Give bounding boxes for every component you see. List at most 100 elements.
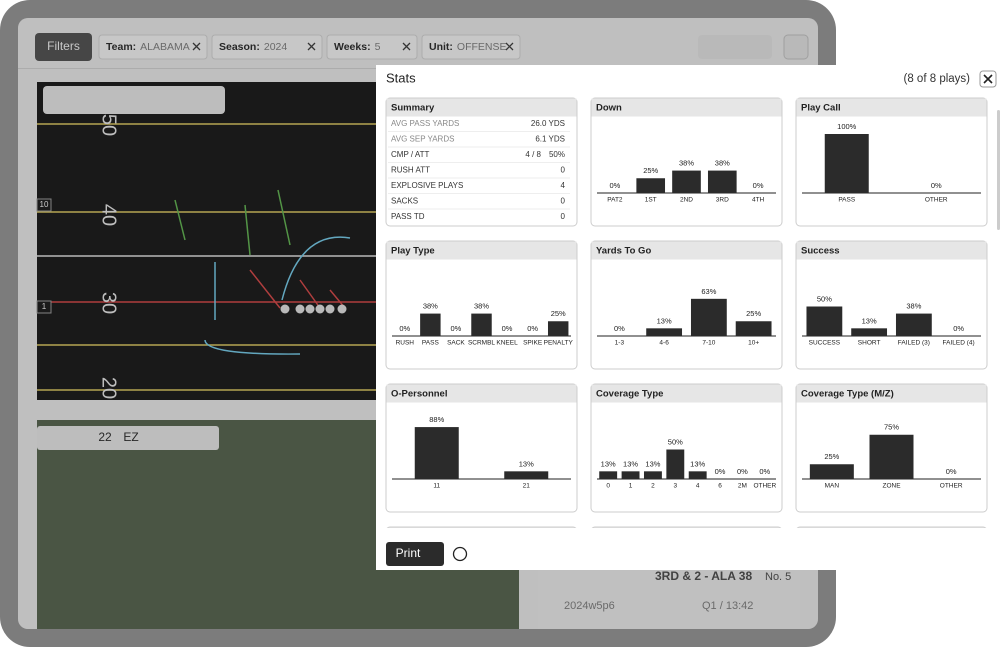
panel-header [591,384,782,403]
filters-label: Filters [47,39,80,53]
value-label: 25% [551,309,566,318]
panel-toggle[interactable] [783,34,809,60]
panel-header [796,384,987,403]
field-toolbar[interactable] [43,86,225,114]
value-label: 25% [824,452,839,461]
print-button[interactable] [386,542,444,566]
marker-label: 10 [40,200,49,209]
category-label: 4TH [752,197,765,204]
stat-panel [795,240,988,370]
remove-icon[interactable] [307,42,316,51]
play-id: 2024w5p6 [564,600,615,612]
bar [895,313,932,336]
scrollbar [997,110,1000,230]
stat-panel [590,97,783,227]
play-count: (8 of 8 plays) [904,73,971,85]
video-toolbar[interactable] [37,426,219,450]
category-label: PASS [838,197,856,204]
value-label: 25% [643,166,658,175]
category-label: PASS [422,340,440,347]
video-tool[interactable]: EZ [123,430,138,444]
player [337,304,347,314]
category-label: MAN [825,483,840,490]
bar [735,321,772,336]
panel-header [386,384,577,403]
panel-title: Yards To Go [596,246,651,257]
value-label: 0% [502,324,513,333]
line-marker [36,198,52,212]
player [280,304,290,314]
playback-controls[interactable] [698,35,772,59]
bar [690,298,727,336]
summary-value: 0 [561,197,566,206]
remove-icon[interactable] [192,42,201,51]
category-label: ZONE [882,483,901,490]
value-label: 0% [953,324,964,333]
category-label: PENALTY [544,340,574,347]
value-label: 0% [614,324,625,333]
panel-header [386,98,577,117]
value-label: 38% [679,159,694,168]
summary-value: 4 [561,181,566,190]
category-label: 2M [738,483,747,490]
filter-chip[interactable] [211,34,323,60]
bar [666,449,685,479]
remove-icon[interactable] [505,42,514,51]
bar [643,471,662,479]
filter-chip[interactable] [326,34,418,60]
summary-label: CMP / ATT [391,150,429,159]
filter-chip[interactable] [98,34,208,60]
remove-icon[interactable] [402,42,411,51]
panel-header [591,98,782,117]
filters-button[interactable] [35,33,92,61]
print-bar [376,528,1006,570]
value-label: 13% [657,316,672,325]
panel-title: Success [801,246,840,257]
value-label: 0% [527,324,538,333]
bar [621,471,640,479]
value-label: 38% [906,302,921,311]
summary-label: PASS TD [391,212,425,221]
bar [806,306,843,336]
app-content: FiltersTeam:ALABAMASeason:2024Weeks:5Uni… [35,33,791,612]
stat-panel [385,383,578,513]
video-tool[interactable]: 22 [98,430,112,444]
category-label: SUCCESS [809,340,841,347]
summary-value: 0 [561,212,566,221]
value-label: 75% [884,423,899,432]
category-label: 1ST [645,197,657,204]
value-label: 0% [753,181,764,190]
stat-panel [590,383,783,513]
summary-label: AVG PASS YARDS [391,119,459,128]
panel-header [796,241,987,260]
category-label: SPIKE [523,340,543,347]
value-label: 38% [423,302,438,311]
player [295,304,305,314]
category-label: 3RD [716,197,729,204]
info-icon[interactable] [452,546,468,562]
bar [471,313,492,336]
filter-name: Team: [106,41,136,53]
player [325,304,335,314]
play-down: 3RD & 2 - ALA 38 [655,569,752,583]
value-label: 25% [746,309,761,318]
player [305,304,315,314]
filter-chip[interactable] [421,34,521,60]
value-label: 50% [817,294,832,303]
category-label: 0 [606,483,610,490]
stats-content: Stats (8 of 8 plays) Summary AVG PASS YARDS… [385,70,988,568]
bar [851,328,888,336]
bar [599,471,618,479]
category-label: FAILED (4) [943,340,975,347]
summary-value: 0 [561,166,566,175]
stat-panel [385,240,578,370]
bar [869,434,914,479]
bar [824,134,869,193]
summary-value: 4 / 8 [525,150,541,159]
summary-value: 26.0 YDS [531,119,565,128]
category-label: 1 [629,483,633,490]
bar [414,427,459,479]
panel-title: Coverage Type [596,389,663,400]
